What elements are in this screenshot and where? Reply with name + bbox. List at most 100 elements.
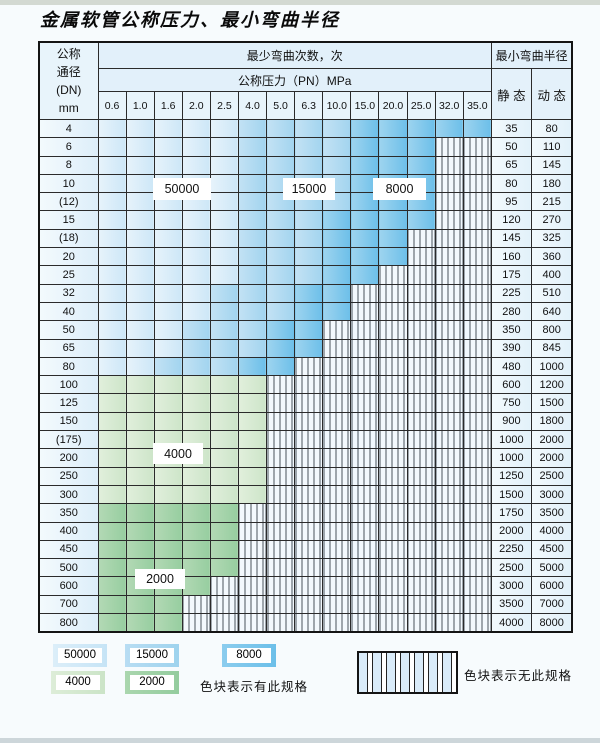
cell-4000: [181, 411, 211, 432]
pressure-tick-row: 0.6 1.0 1.6 2.0 2.5 4.0 5.0 6.3 10.0 15.0 20.0 25.0…: [39, 91, 572, 120]
cell-8000: [350, 137, 380, 157]
cell-50000: [209, 247, 239, 267]
dn-value-cell: 400: [38, 521, 99, 541]
page-title: 金属软管公称压力、最小弯曲半径: [40, 10, 340, 31]
cell-50000: [97, 228, 127, 249]
cell-2000: [125, 613, 155, 633]
zone-label-4000: 4000: [153, 443, 203, 464]
cell-no-spec: [322, 448, 352, 468]
cell-2000: [181, 521, 211, 541]
cell-no-spec: [434, 448, 464, 468]
cell-50000: [125, 356, 155, 377]
cell-no-spec: [237, 521, 268, 541]
cell-no-spec: [378, 338, 408, 358]
cell-no-spec: [434, 613, 464, 633]
cell-15000: [153, 356, 183, 377]
cell-15000: [294, 247, 324, 267]
top-strip: [0, 0, 600, 5]
cell-no-spec: [294, 539, 324, 560]
cell-8000: [406, 155, 436, 175]
cell-50000: [125, 320, 155, 340]
table-row: 600 3000 6000: [38, 576, 573, 596]
table-row: 50 350 800: [38, 320, 573, 340]
cell-50000: [153, 265, 183, 285]
cell-no-spec: [266, 466, 296, 486]
static-radius-cell: 50: [490, 137, 532, 157]
cell-no-spec: [322, 521, 352, 541]
cell-50000: [153, 137, 183, 157]
cell-2000: [209, 558, 239, 578]
cell-2000: [97, 521, 127, 541]
cell-no-spec: [378, 576, 408, 596]
cell-50000: [181, 210, 211, 230]
cell-no-spec: [322, 466, 352, 486]
cell-2000: [125, 539, 155, 560]
cell-no-spec: [322, 338, 352, 358]
cell-no-spec: [350, 430, 380, 450]
cell-no-spec: [462, 375, 492, 395]
cell-50000: [153, 338, 183, 358]
cell-no-spec: [406, 356, 436, 377]
cell-no-spec: [294, 356, 324, 377]
static-radius-cell: 2000: [490, 521, 532, 541]
cell-no-spec: [434, 247, 464, 267]
dynamic-radius-cell: 845: [530, 338, 573, 358]
cell-2000: [97, 576, 127, 596]
dynamic-radius-cell: 360: [530, 247, 573, 267]
cell-8000: [350, 173, 380, 194]
static-radius-cell: 600: [490, 375, 532, 395]
table-row: 250 1250 2500: [38, 466, 573, 486]
dynamic-radius-cell: 80: [530, 118, 573, 139]
dynamic-radius-cell: 145: [530, 155, 573, 175]
cell-4000: [153, 411, 183, 432]
cell-8000: [350, 247, 380, 267]
static-radius-cell: 750: [490, 393, 532, 413]
legend-swatch-4000: 4000: [51, 671, 105, 694]
cell-15000: [237, 320, 268, 340]
cell-no-spec: [350, 558, 380, 578]
cell-15000: [181, 338, 211, 358]
static-radius-cell: 1000: [490, 430, 532, 450]
static-radius-cell: 1000: [490, 448, 532, 468]
dn-value-cell: 10: [38, 173, 99, 194]
cell-no-spec: [434, 192, 464, 212]
cell-no-spec: [406, 576, 436, 596]
cell-2000: [209, 539, 239, 560]
static-radius-cell: 95: [490, 192, 532, 212]
cell-no-spec: [378, 503, 408, 523]
cell-no-spec: [434, 228, 464, 249]
cell-50000: [125, 338, 155, 358]
static-radius-cell: 145: [490, 228, 532, 249]
cell-no-spec: [237, 594, 268, 615]
cell-no-spec: [462, 192, 492, 212]
cell-4000: [97, 411, 127, 432]
cell-no-spec: [350, 466, 380, 486]
table-row: 500 2500 5000: [38, 558, 573, 578]
cell-2000: [181, 503, 211, 523]
table-row: 700 3500 7000: [38, 594, 573, 615]
cell-4000: [237, 393, 268, 413]
cell-no-spec: [406, 430, 436, 450]
bend-cycles-header: 最少弯曲次数，次: [97, 41, 492, 69]
cell-no-spec: [266, 430, 296, 450]
dynamic-radius-cell: 400: [530, 265, 573, 285]
cell-no-spec: [294, 375, 324, 395]
cell-no-spec: [434, 137, 464, 157]
dynamic-radius-cell: 3000: [530, 484, 573, 505]
cell-4000: [97, 466, 127, 486]
cell-no-spec: [294, 484, 324, 505]
pressure-tick: 32.0: [434, 91, 464, 120]
cell-no-spec: [294, 430, 324, 450]
cell-no-spec: [434, 576, 464, 596]
cell-no-spec: [434, 539, 464, 560]
corner-line: (DN): [56, 83, 82, 97]
cell-4000: [153, 393, 183, 413]
dn-value-cell: 40: [38, 301, 99, 322]
cell-8000: [322, 210, 352, 230]
cell-no-spec: [266, 411, 296, 432]
cell-8000: [237, 356, 268, 377]
cell-50000: [209, 265, 239, 285]
cell-15000: [237, 210, 268, 230]
legend-swatch-2000: 2000: [125, 671, 179, 694]
cell-50000: [97, 173, 127, 194]
